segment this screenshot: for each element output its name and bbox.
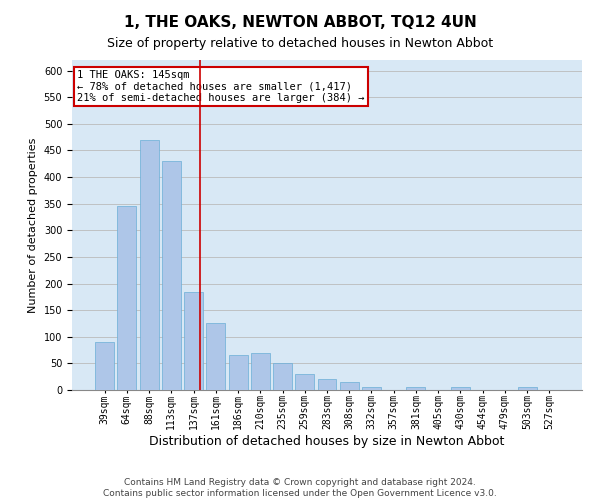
Bar (229, 356, 248, 390)
Text: Size of property relative to detached houses in Newton Abbot: Size of property relative to detached ho… (107, 38, 493, 51)
Bar (118, 206, 136, 390)
Bar (317, 380, 337, 390)
Bar (162, 161, 181, 390)
Bar (295, 374, 314, 390)
Bar (273, 364, 292, 390)
Bar (518, 388, 536, 390)
X-axis label: Distribution of detached houses by size in Newton Abbot: Distribution of detached houses by size … (149, 435, 505, 448)
Text: 1 THE OAKS: 145sqm
← 78% of detached houses are smaller (1,417)
21% of semi-deta: 1 THE OAKS: 145sqm ← 78% of detached hou… (77, 70, 365, 103)
Bar (251, 352, 270, 390)
Bar (184, 292, 203, 390)
Bar (206, 324, 225, 390)
Bar (340, 382, 359, 390)
Bar (140, 140, 158, 390)
Bar (451, 388, 470, 390)
Text: 1, THE OAKS, NEWTON ABBOT, TQ12 4UN: 1, THE OAKS, NEWTON ABBOT, TQ12 4UN (124, 15, 476, 30)
Text: Contains HM Land Registry data © Crown copyright and database right 2024.
Contai: Contains HM Land Registry data © Crown c… (103, 478, 497, 498)
Y-axis label: Number of detached properties: Number of detached properties (28, 138, 38, 312)
Bar (406, 388, 425, 390)
Bar (95, 342, 114, 390)
Bar (362, 388, 381, 390)
